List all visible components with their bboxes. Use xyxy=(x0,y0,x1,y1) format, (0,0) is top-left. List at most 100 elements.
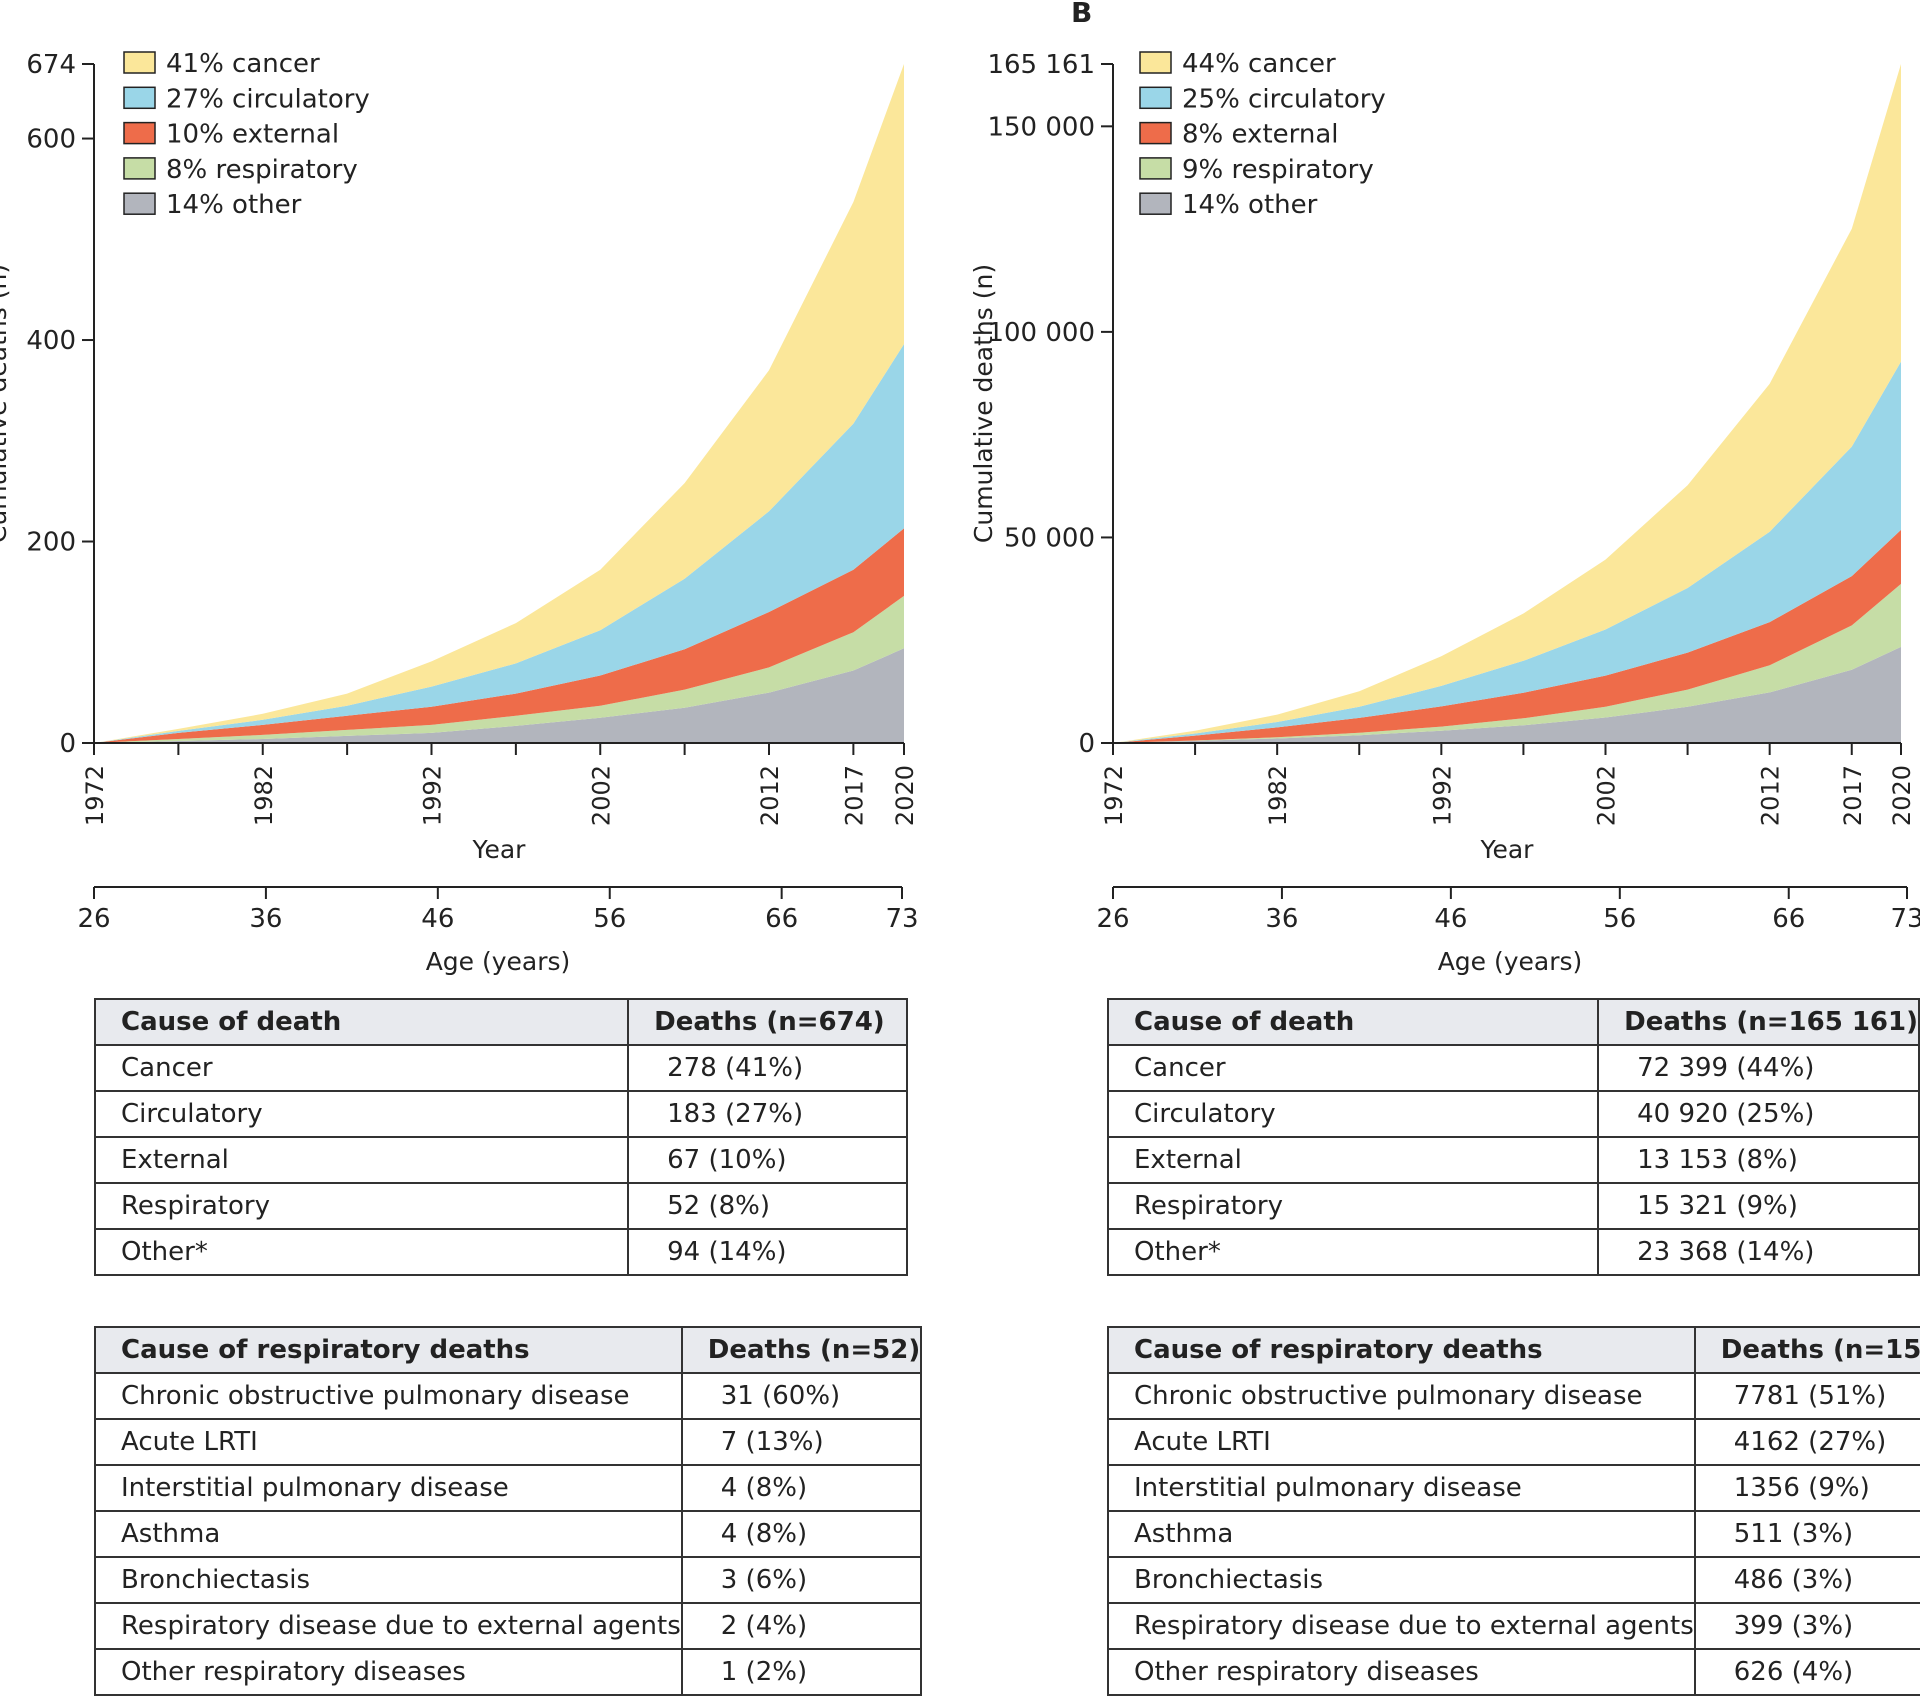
cell-deaths: 511 (3%) xyxy=(1693,1510,1920,1558)
y-tick-label: 200 xyxy=(26,528,76,558)
cell-deaths: 183 (27%) xyxy=(627,1090,908,1138)
header-deaths: Deaths (n=674) xyxy=(627,998,908,1046)
table-row: Cancer 278 (41%) xyxy=(93,1044,908,1092)
x-tick-label: 1972 xyxy=(81,765,109,826)
header-cause: Cause of respiratory deaths xyxy=(94,1326,683,1374)
area-circulatory xyxy=(94,344,904,743)
cell-deaths: 7781 (51%) xyxy=(1693,1372,1920,1420)
chart-panel-a: 0 200 400 600 674 1972 1982 1992 2002 2012 2017 202… xyxy=(0,49,919,976)
cell-cause: Circulatory xyxy=(93,1090,630,1138)
table-header-row: Cause of respiratory deaths Deaths (n=52) xyxy=(94,1326,923,1374)
table-row: Asthma 511 (3%) xyxy=(1107,1510,1920,1558)
cell-cause: Asthma xyxy=(94,1510,683,1558)
cell-deaths: 1356 (9%) xyxy=(1693,1464,1920,1512)
area-cancer xyxy=(1113,64,1901,743)
age-tick-label: 66 xyxy=(1772,904,1805,934)
cell-deaths: 23 368 (14%) xyxy=(1597,1228,1920,1276)
cell-cause: Other* xyxy=(1106,1228,1600,1276)
age-tick-label: 56 xyxy=(1603,904,1636,934)
age-axis-title: Age (years) xyxy=(1438,947,1583,976)
cell-deaths: 486 (3%) xyxy=(1693,1556,1920,1604)
cell-cause: Interstitial pulmonary disease xyxy=(94,1464,683,1512)
legend-swatch-cancer xyxy=(123,51,156,74)
cell-cause: Interstitial pulmonary disease xyxy=(1107,1464,1696,1512)
cell-deaths: 7 (13%) xyxy=(680,1418,923,1466)
cell-deaths: 72 399 (44%) xyxy=(1597,1044,1920,1092)
cell-deaths: 40 920 (25%) xyxy=(1597,1090,1920,1138)
cell-cause: External xyxy=(93,1136,630,1184)
header-cause: Cause of death xyxy=(93,998,630,1046)
table-row: Acute LRTI 7 (13%) xyxy=(94,1418,923,1466)
x-axis-title: Year xyxy=(472,835,527,864)
table-b-cause: Cause of death Deaths (n=165 161) Cancer 72… xyxy=(1106,998,1920,1276)
area-other xyxy=(1113,646,1901,743)
cell-cause: Other* xyxy=(93,1228,630,1276)
table-row: Respiratory 52 (8%) xyxy=(93,1182,908,1230)
table-row: Circulatory 40 920 (25%) xyxy=(1106,1090,1920,1138)
area-external xyxy=(1113,529,1901,743)
table-row: Acute LRTI 4162 (27%) xyxy=(1107,1418,1920,1466)
age-tick-label: 73 xyxy=(1890,904,1920,934)
table-a-respiratory: Cause of respiratory deaths Deaths (n=52)… xyxy=(94,1326,923,1696)
legend-swatch-circulatory xyxy=(123,86,156,110)
cell-cause: External xyxy=(1106,1136,1600,1184)
age-tick-label: 46 xyxy=(421,904,454,934)
x-tick-label: 2012 xyxy=(1757,765,1785,826)
cell-deaths: 94 (14%) xyxy=(627,1228,908,1276)
age-tick-label: 56 xyxy=(593,904,626,934)
table-row: Respiratory 15 321 (9%) xyxy=(1106,1182,1920,1230)
legend-swatch-external xyxy=(1139,121,1172,145)
table-row: Other* 94 (14%) xyxy=(93,1228,908,1276)
area-circulatory xyxy=(1113,361,1901,743)
table-row: External 67 (10%) xyxy=(93,1136,908,1184)
cell-cause: Respiratory disease due to external agen… xyxy=(94,1602,683,1650)
header-cause: Cause of death xyxy=(1106,998,1600,1046)
legend-label-cancer: 41% cancer xyxy=(166,49,320,79)
cell-deaths: 4 (8%) xyxy=(680,1510,923,1558)
cell-deaths: 52 (8%) xyxy=(627,1182,908,1230)
table-row: Other respiratory diseases 1 (2%) xyxy=(94,1648,923,1696)
legend-swatch-other xyxy=(1139,192,1172,215)
cell-cause: Cancer xyxy=(1106,1044,1600,1092)
age-tick-label: 36 xyxy=(1265,904,1298,934)
legend-label-other: 14% other xyxy=(1182,190,1318,220)
x-tick-label: 2020 xyxy=(891,765,919,826)
x-tick-label: 2017 xyxy=(1839,765,1867,826)
y-tick-label: 150 000 xyxy=(987,112,1095,142)
legend-swatch-circulatory xyxy=(1139,86,1172,110)
y-tick-label: 674 xyxy=(26,50,76,80)
legend-swatch-other xyxy=(123,192,156,215)
legend-swatch-external xyxy=(123,121,156,145)
legend-label-cancer: 44% cancer xyxy=(1182,49,1336,79)
legend-swatch-respiratory xyxy=(1139,157,1172,180)
chart-panel-b: 0 50 000 100 000 150 000 165 161 1972 1982 1992… xyxy=(969,49,1920,976)
cell-cause: Acute LRTI xyxy=(1107,1418,1696,1466)
y-tick-label: 50 000 xyxy=(1004,523,1095,553)
y-tick-label: 165 161 xyxy=(987,50,1095,80)
table-row: Bronchiectasis 486 (3%) xyxy=(1107,1556,1920,1604)
age-tick-label: 36 xyxy=(249,904,282,934)
area-external xyxy=(94,528,904,743)
table-row: Interstitial pulmonary disease 1356 (9%) xyxy=(1107,1464,1920,1512)
cell-cause: Other respiratory diseases xyxy=(94,1648,683,1696)
header-deaths: Deaths (n=15 321) xyxy=(1693,1326,1920,1374)
x-axis-title: Year xyxy=(1480,835,1535,864)
legend-swatch-cancer xyxy=(1139,51,1172,74)
table-row: Circulatory 183 (27%) xyxy=(93,1090,908,1138)
x-tick-label: 2002 xyxy=(1593,765,1621,826)
cell-deaths: 3 (6%) xyxy=(680,1556,923,1604)
cell-cause: Cancer xyxy=(93,1044,630,1092)
y-tick-label: 400 xyxy=(26,326,76,356)
legend-label-other: 14% other xyxy=(166,190,302,220)
area-respiratory xyxy=(1113,583,1901,743)
table-header-row: Cause of respiratory deaths Deaths (n=15 … xyxy=(1107,1326,1920,1374)
header-deaths: Deaths (n=165 161) xyxy=(1597,998,1920,1046)
cell-cause: Chronic obstructive pulmonary disease xyxy=(1107,1372,1696,1420)
cell-deaths: 4 (8%) xyxy=(680,1464,923,1512)
cell-deaths: 1 (2%) xyxy=(680,1648,923,1696)
header-deaths: Deaths (n=52) xyxy=(680,1326,923,1374)
table-row: Respiratory disease due to external agen… xyxy=(94,1602,923,1650)
y-axis-title: Cumulative deaths (n) xyxy=(969,264,998,543)
cell-deaths: 626 (4%) xyxy=(1693,1648,1920,1696)
cell-deaths: 2 (4%) xyxy=(680,1602,923,1650)
